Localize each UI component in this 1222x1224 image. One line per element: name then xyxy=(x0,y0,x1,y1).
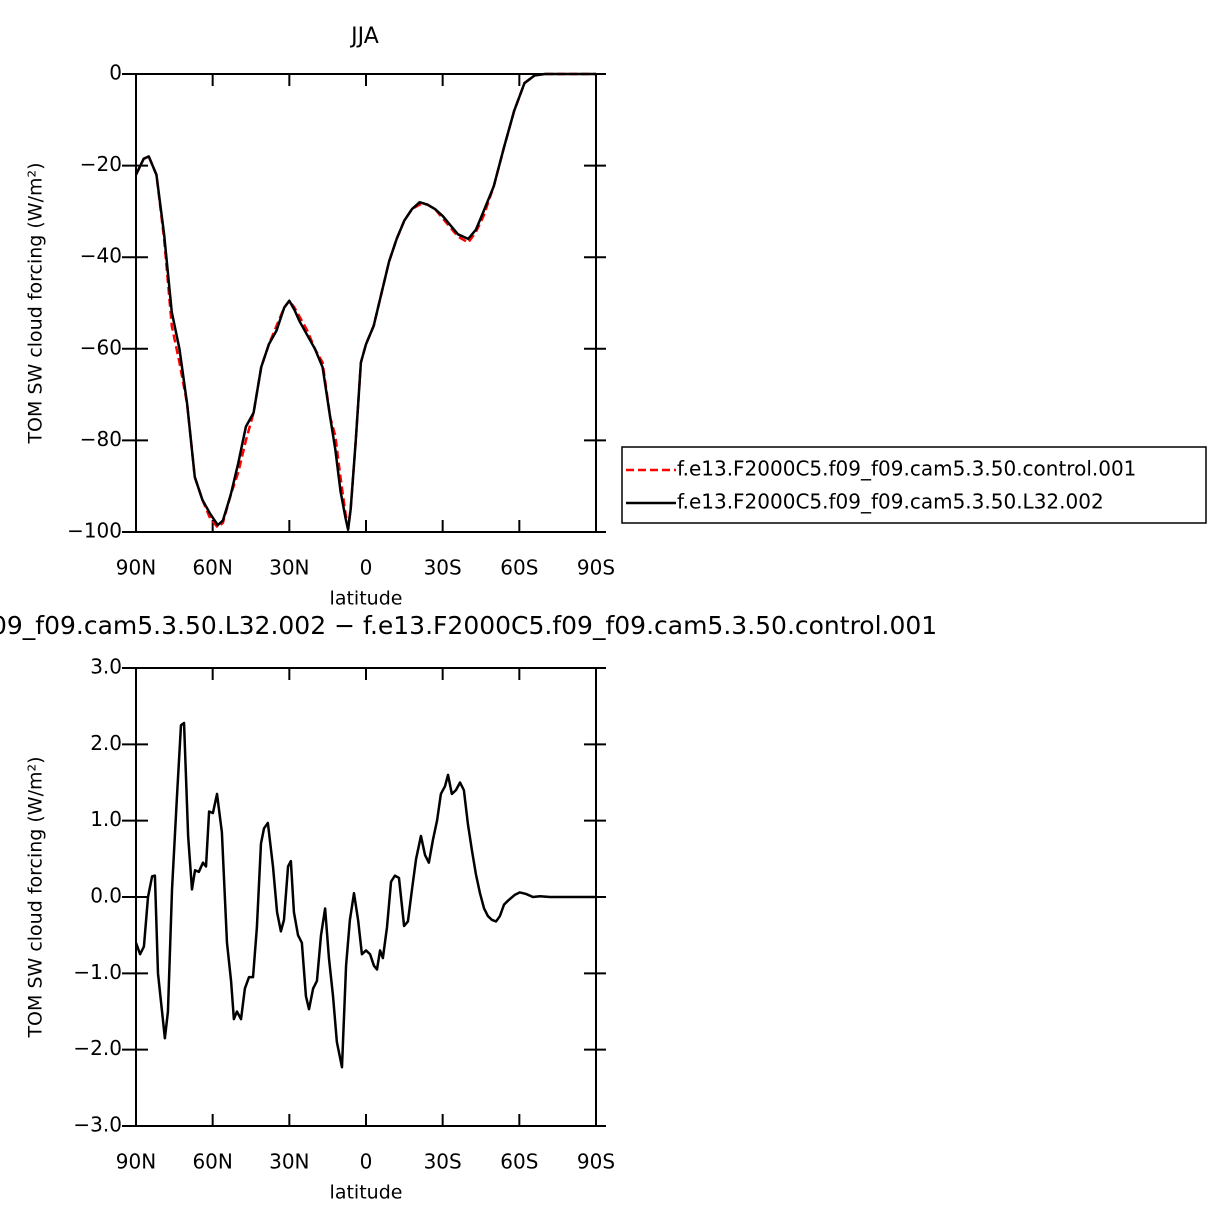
legend-box xyxy=(621,446,1207,524)
y-tick-label: 1.0 xyxy=(90,807,122,831)
x-tick-label: 30S xyxy=(424,556,462,580)
x-tick-label: 30S xyxy=(424,1150,462,1174)
y-tick-label: −2.0 xyxy=(73,1036,122,1060)
x-tick-label: 60S xyxy=(500,556,538,580)
plot-frame xyxy=(135,73,597,533)
x-axis-label: latitude xyxy=(330,588,403,610)
y-tick-label: −3.0 xyxy=(73,1113,122,1137)
x-tick-label: 90N xyxy=(116,556,156,580)
chart-title: JJA xyxy=(349,24,379,49)
chart-title: f.e13.F2000C5.f09_f09.cam5.3.50.L32.002 … xyxy=(0,611,937,640)
legend-label: f.e13.F2000C5.f09_f09.cam5.3.50.L32.002 xyxy=(677,490,1104,514)
y-axis-label: TOM SW cloud forcing (W/m²) xyxy=(25,162,47,444)
y-tick-label: −100 xyxy=(67,519,122,543)
y-tick-label: 0 xyxy=(109,61,122,85)
plot-frame xyxy=(135,667,597,1127)
x-tick-label: 0 xyxy=(360,556,373,580)
legend-label: f.e13.F2000C5.f09_f09.cam5.3.50.control.… xyxy=(677,457,1136,481)
x-tick-label: 60N xyxy=(192,1150,232,1174)
y-tick-label: −40 xyxy=(80,244,122,268)
y-tick-label: 0.0 xyxy=(90,884,122,908)
x-tick-label: 90S xyxy=(577,556,615,580)
x-tick-label: 60N xyxy=(192,556,232,580)
data-line xyxy=(134,721,596,1069)
x-tick-label: 90S xyxy=(577,1150,615,1174)
data-line xyxy=(134,72,596,529)
y-axis-label: TOM SW cloud forcing (W/m²) xyxy=(25,756,47,1038)
y-tick-label: −1.0 xyxy=(73,960,122,984)
y-tick-label: −20 xyxy=(80,152,122,176)
data-line xyxy=(134,72,596,531)
x-tick-label: 30N xyxy=(269,1150,309,1174)
y-tick-label: 3.0 xyxy=(90,655,122,679)
x-axis-label: latitude xyxy=(330,1182,403,1204)
y-tick-label: −60 xyxy=(80,335,122,359)
y-tick-label: −80 xyxy=(80,427,122,451)
x-tick-label: 90N xyxy=(116,1150,156,1174)
x-tick-label: 0 xyxy=(360,1150,373,1174)
x-tick-label: 60S xyxy=(500,1150,538,1174)
y-tick-label: 2.0 xyxy=(90,731,122,755)
x-tick-label: 30N xyxy=(269,556,309,580)
